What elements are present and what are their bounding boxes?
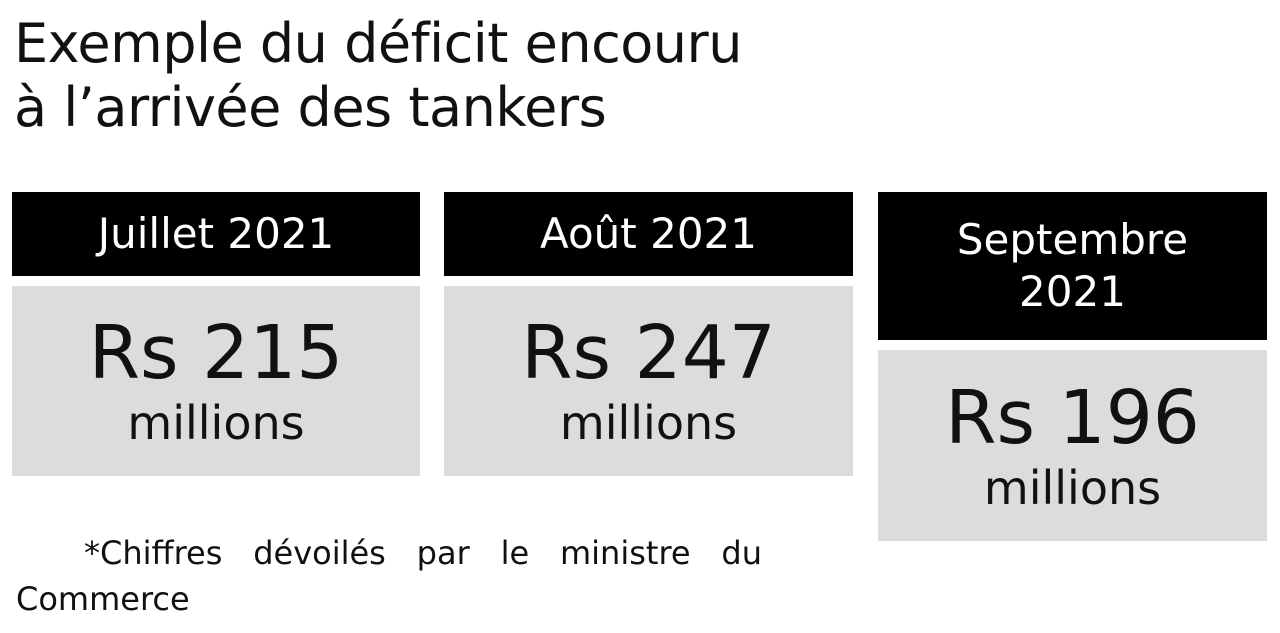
card-august: Août 2021 Rs 247 millions xyxy=(444,192,853,476)
card-month: Août 2021 xyxy=(444,192,853,276)
card-amount: Rs 247 millions xyxy=(444,286,853,476)
amount-unit: millions xyxy=(559,396,738,450)
amount-value: Rs 196 xyxy=(945,374,1200,461)
card-month: Septembre 2021 xyxy=(878,192,1267,340)
card-july: Juillet 2021 Rs 215 millions xyxy=(12,192,420,476)
amount-value: Rs 215 xyxy=(88,310,344,396)
infographic-title: Exemple du déficit encouru à l’arrivée d… xyxy=(14,12,742,140)
amount-unit: millions xyxy=(983,460,1162,515)
footnote: *Chiffres dévoilés par le ministre du Co… xyxy=(16,534,762,618)
title-line-1: Exemple du déficit encouru xyxy=(14,12,742,75)
card-amount: Rs 215 millions xyxy=(12,286,420,476)
amount-unit: millions xyxy=(127,396,305,450)
card-month: Juillet 2021 xyxy=(12,192,420,276)
title-line-2: à l’arrivée des tankers xyxy=(14,76,607,139)
card-september: Septembre 2021 Rs 196 millions xyxy=(878,192,1267,541)
amount-value: Rs 247 xyxy=(521,310,776,396)
card-amount: Rs 196 millions xyxy=(878,350,1267,541)
